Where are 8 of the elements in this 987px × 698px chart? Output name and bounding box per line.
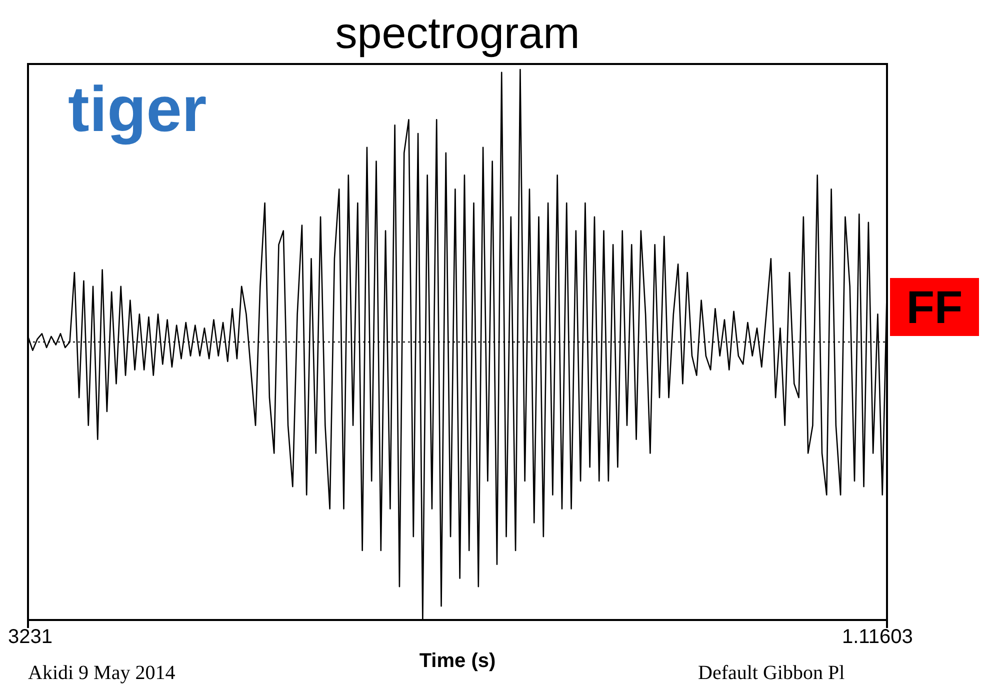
text: FF [890,278,979,336]
text: 1.11603 [842,626,913,649]
text: 3231 [8,626,52,649]
text: Akidi 9 May 2014 [28,662,176,685]
chart-title: spectrogram [334,8,581,60]
x-axis-title: Time (s) [419,650,496,672]
annotation: tiger [68,72,207,146]
text: Default Gibbon Pl [698,662,845,685]
